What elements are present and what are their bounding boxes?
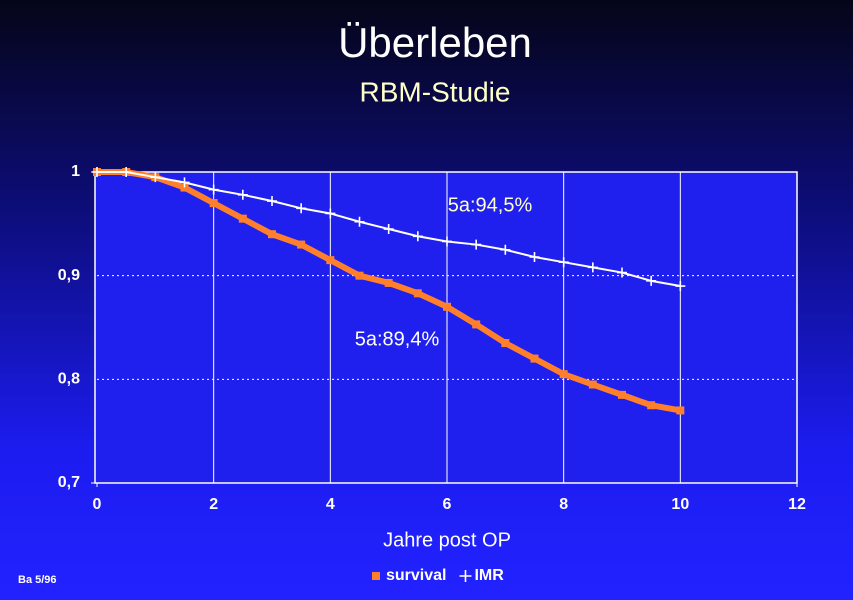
marker [208,184,219,195]
legend-label: IMR [474,567,504,584]
x-tick-label: 4 [326,496,335,513]
marker [268,230,276,239]
legend-swatch [372,572,380,580]
marker [530,354,539,363]
legend-swatch [459,570,472,582]
footnote: Ba 5/96 [18,574,57,586]
marker [443,302,451,311]
marker [150,172,161,183]
marker [647,401,656,410]
marker [617,267,627,278]
y-tick-label: 1 [71,163,80,180]
y-tick-label: 0,9 [58,267,80,284]
marker [296,203,307,214]
marker [676,406,685,415]
marker [384,278,393,287]
x-tick-label: 6 [443,496,452,513]
y-tick-label: 0,7 [58,474,80,491]
y-tick-label: 0,8 [58,371,80,388]
marker [501,339,510,348]
marker [267,196,277,207]
marker [325,208,336,219]
marker [413,289,422,298]
marker [92,167,102,177]
marker [500,244,511,255]
marker [472,320,481,329]
x-axis-label: Jahre post OP [383,529,511,551]
chart-title: Überleben [338,19,532,66]
marker [326,256,335,265]
x-tick-label: 10 [671,496,689,513]
legend-label: survival [386,567,446,584]
marker [587,262,598,273]
marker [355,271,364,280]
x-tick-label: 0 [93,496,102,513]
marker [471,239,482,250]
marker [179,177,190,188]
marker [618,390,626,399]
marker [558,257,569,268]
annotation: 5a:94,5% [448,194,533,216]
marker [209,199,218,208]
marker [383,224,394,235]
x-tick-label: 12 [788,496,806,513]
marker [180,183,189,192]
marker [297,240,306,249]
x-tick-label: 2 [209,496,218,513]
marker [442,236,452,247]
plot-frame [94,171,798,484]
marker [238,214,247,223]
annotation: 5a:89,4% [355,328,440,350]
x-tick-label: 8 [559,496,568,513]
marker [412,231,423,242]
marker [121,167,132,177]
marker [675,281,686,292]
chart-subtitle: RBM-Studie [360,76,511,107]
marker [529,252,540,263]
marker [646,275,657,286]
marker [588,380,597,389]
marker [237,189,248,200]
marker [559,370,568,379]
marker [354,216,365,227]
